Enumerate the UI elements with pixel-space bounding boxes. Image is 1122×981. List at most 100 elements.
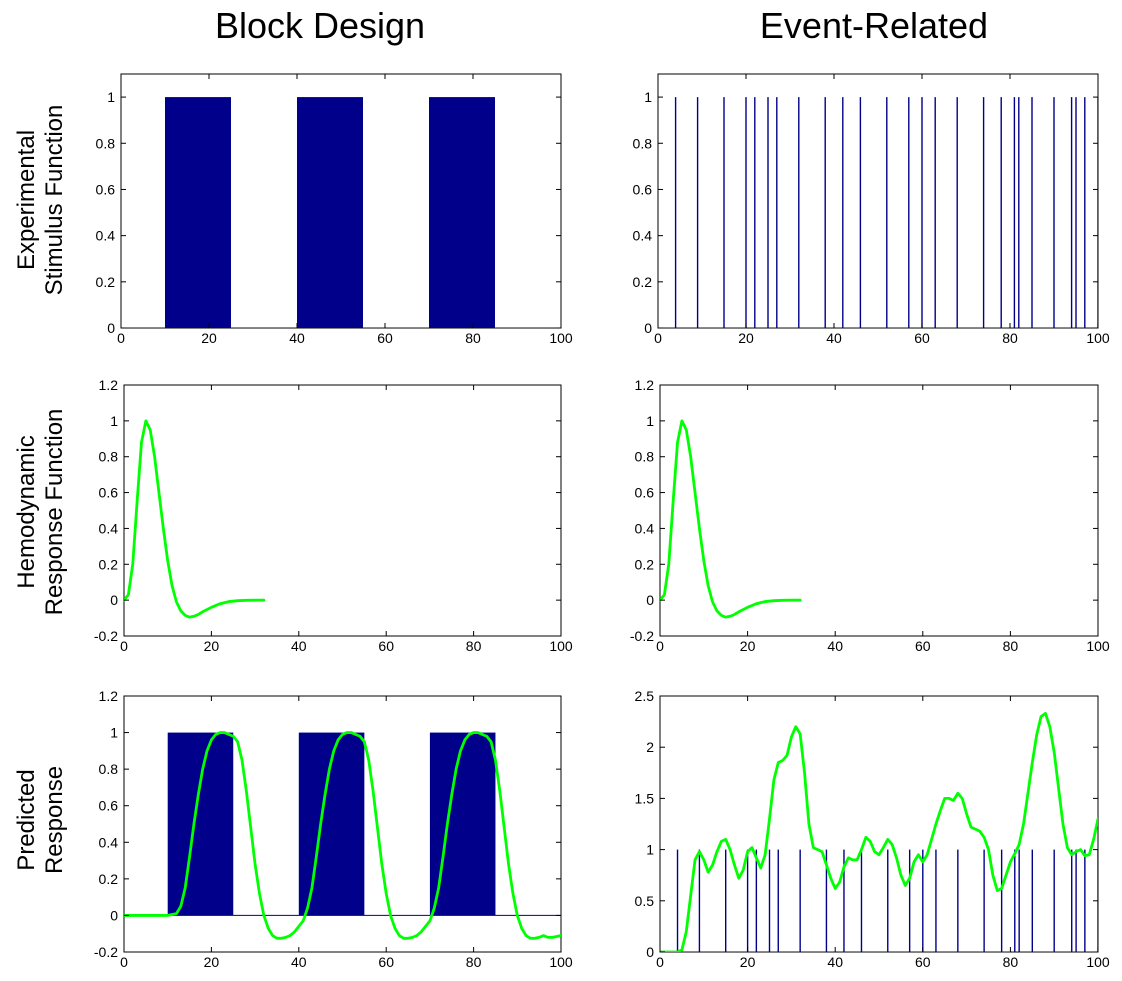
plot-area bbox=[658, 97, 1098, 328]
y-tick-label: 1 bbox=[110, 725, 118, 741]
y-tick-label: 1 bbox=[646, 842, 654, 858]
row-label-hrf-line2: Response Function bbox=[41, 409, 68, 616]
row-label-predicted: Predicted Response bbox=[13, 766, 68, 874]
stimulus-block bbox=[165, 97, 231, 328]
y-tick-label: 0 bbox=[646, 592, 654, 608]
stimulus-block bbox=[297, 97, 363, 328]
x-tick-label: 20 bbox=[204, 954, 220, 970]
x-tick-label: 0 bbox=[117, 330, 125, 346]
stimulus-block bbox=[429, 732, 496, 916]
axes-box bbox=[657, 73, 1099, 329]
y-tick-label: 0.8 bbox=[99, 449, 119, 465]
x-tick-label: 0 bbox=[656, 638, 664, 654]
axes-box bbox=[659, 695, 1099, 953]
y-tick-label: 0 bbox=[646, 944, 654, 960]
x-tick-label: 40 bbox=[827, 954, 843, 970]
panel-event-hrf: 0 20 40 60 80 100-0.200.20.40.60.811.2 bbox=[630, 377, 1110, 654]
plot-area bbox=[124, 419, 266, 619]
x-tick-label: 40 bbox=[291, 638, 307, 654]
x-tick-label: 80 bbox=[466, 638, 482, 654]
x-tick-label: 60 bbox=[915, 638, 931, 654]
x-tick-label: 20 bbox=[740, 954, 756, 970]
plot-area bbox=[121, 97, 561, 328]
y-tick-label: 0.4 bbox=[633, 228, 653, 244]
y-tick-label: 0.4 bbox=[99, 520, 119, 536]
panel-block-predicted: 0 20 40 60 80 100-0.200.20.40.60.811.2 bbox=[94, 688, 573, 970]
row-label-predicted-line2: Response bbox=[41, 766, 68, 874]
row-label-stimulus: Experimental Stimulus Function bbox=[13, 105, 68, 296]
x-tick-label: 40 bbox=[289, 330, 305, 346]
row-label-hrf-line1: Hemodynamic bbox=[13, 435, 40, 588]
y-tick-label: 0.5 bbox=[635, 893, 655, 909]
x-tick-label: 60 bbox=[378, 954, 394, 970]
x-tick-label: 80 bbox=[465, 330, 481, 346]
y-tick-label: 0 bbox=[110, 592, 118, 608]
y-tick-label: 0.6 bbox=[96, 181, 116, 197]
x-tick-label: 100 bbox=[1086, 638, 1110, 654]
x-tick-label: 100 bbox=[549, 954, 573, 970]
x-tick-label: 80 bbox=[1003, 638, 1019, 654]
y-tick-label: 0 bbox=[644, 320, 652, 336]
y-tick-label: 0.2 bbox=[99, 871, 119, 887]
x-tick-label: 40 bbox=[826, 330, 842, 346]
y-tick-label: 0.2 bbox=[99, 556, 119, 572]
x-tick-label: 100 bbox=[1086, 330, 1110, 346]
row-label-stimulus-line2: Stimulus Function bbox=[41, 105, 68, 296]
y-tick-label: 0 bbox=[107, 320, 115, 336]
y-tick-label: 0.2 bbox=[96, 274, 116, 290]
stimulus-block bbox=[429, 97, 495, 328]
y-tick-label: -0.2 bbox=[94, 944, 118, 960]
x-tick-label: 80 bbox=[466, 954, 482, 970]
y-tick-label: 0 bbox=[110, 907, 118, 923]
y-tick-label: -0.2 bbox=[630, 628, 654, 644]
y-tick-label: 1.2 bbox=[99, 688, 119, 704]
y-tick-label: 0.6 bbox=[635, 485, 655, 501]
response-line bbox=[660, 712, 1098, 952]
y-tick-label: 0.4 bbox=[96, 228, 116, 244]
response-line bbox=[660, 419, 802, 619]
y-tick-label: 0.2 bbox=[633, 274, 653, 290]
row-label-stimulus-line1: Experimental bbox=[13, 130, 40, 270]
panel-event-predicted: 0 20 40 60 80 100 0 0.5 1 1.5 2 2.5 bbox=[635, 688, 1110, 970]
y-tick-label: 0.8 bbox=[635, 449, 655, 465]
x-tick-label: 0 bbox=[654, 330, 662, 346]
column-title-block-design: Block Design bbox=[215, 5, 425, 46]
x-tick-label: 100 bbox=[1086, 954, 1110, 970]
y-tick-label: 0.8 bbox=[99, 761, 119, 777]
y-tick-label: 0.4 bbox=[635, 520, 655, 536]
x-tick-label: 0 bbox=[120, 638, 128, 654]
y-tick-label: 1 bbox=[110, 413, 118, 429]
x-tick-label: 20 bbox=[740, 638, 756, 654]
y-tick-label: 0.8 bbox=[633, 135, 653, 151]
plot-area bbox=[660, 419, 802, 619]
y-tick-label: 0.6 bbox=[99, 485, 119, 501]
y-tick-label: 1.2 bbox=[99, 377, 119, 393]
response-line bbox=[124, 731, 561, 940]
y-tick-label: 0.8 bbox=[96, 135, 116, 151]
stimulus-block bbox=[167, 732, 234, 916]
panel-block-hrf: 0 20 40 60 80 100-0.200.20.40.60.811.2 bbox=[94, 377, 573, 654]
x-tick-label: 20 bbox=[201, 330, 217, 346]
x-tick-label: 100 bbox=[549, 638, 573, 654]
y-tick-label: 1 bbox=[644, 89, 652, 105]
y-tick-label: 1 bbox=[646, 413, 654, 429]
x-tick-label: 100 bbox=[549, 330, 573, 346]
y-tick-label: 0.2 bbox=[635, 556, 655, 572]
x-tick-label: 0 bbox=[120, 954, 128, 970]
row-label-hrf: Hemodynamic Response Function bbox=[13, 409, 68, 616]
x-tick-label: 60 bbox=[914, 330, 930, 346]
x-tick-label: 60 bbox=[378, 638, 394, 654]
x-tick-label: 60 bbox=[915, 954, 931, 970]
x-tick-label: 20 bbox=[204, 638, 220, 654]
plot-area bbox=[124, 731, 561, 940]
y-tick-label: 0.6 bbox=[633, 181, 653, 197]
y-tick-label: 1.2 bbox=[635, 377, 655, 393]
y-tick-label: 1.5 bbox=[635, 790, 655, 806]
response-line bbox=[124, 419, 266, 619]
axes-box bbox=[659, 384, 1099, 637]
x-tick-label: 40 bbox=[291, 954, 307, 970]
axes-box bbox=[123, 384, 562, 637]
x-tick-label: 60 bbox=[377, 330, 393, 346]
